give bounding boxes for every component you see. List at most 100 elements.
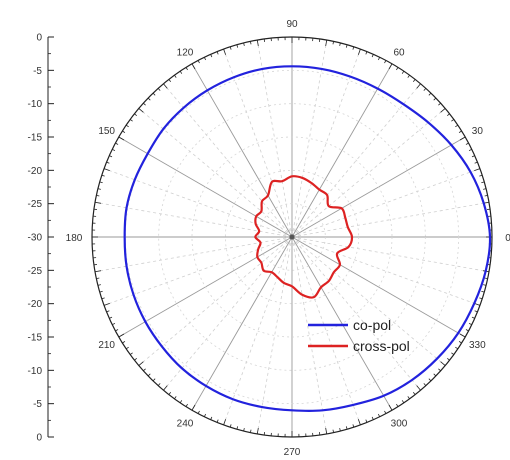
outer-ring-tick — [143, 368, 146, 372]
angle-label: 90 — [286, 19, 298, 30]
outer-ring-tick — [229, 424, 232, 428]
outer-ring-tick — [332, 429, 334, 433]
angle-label: 30 — [472, 126, 484, 137]
outer-ring-tick — [459, 136, 466, 141]
outer-ring-tick — [484, 277, 488, 279]
outer-ring-tick — [157, 383, 161, 386]
outer-ring-tick — [106, 161, 110, 164]
outer-ring-tick — [433, 373, 437, 377]
outer-ring-tick — [210, 416, 213, 420]
outer-ring-tick — [365, 419, 368, 423]
outer-ring-tick — [152, 378, 156, 382]
outer-ring-tick — [481, 181, 485, 184]
outer-ring-tick — [352, 46, 355, 50]
scale-tick-label: -5 — [33, 66, 42, 77]
outer-ring-tick — [152, 92, 156, 96]
outer-ring-tick — [179, 400, 183, 404]
outer-ring-tick — [455, 124, 459, 128]
angle-label: 210 — [98, 340, 115, 351]
outer-ring-tick — [138, 108, 144, 113]
outer-ring-tick — [468, 148, 472, 152]
legend: co-pol cross-pol — [308, 317, 410, 354]
outer-ring-tick — [103, 168, 110, 172]
outer-ring-tick — [458, 341, 462, 344]
outer-ring-tick — [112, 148, 116, 152]
outer-ring-tick — [407, 396, 410, 400]
outer-ring-tick — [479, 297, 483, 300]
outer-ring-tick — [352, 424, 355, 428]
outer-ring-tick — [377, 57, 381, 61]
outer-ring-tick — [118, 333, 125, 338]
outer-ring-tick — [203, 413, 207, 417]
angle-label: 120 — [177, 48, 194, 59]
outer-ring-tick — [134, 357, 138, 361]
outer-ring-tick — [109, 155, 113, 158]
outer-ring-tick — [185, 67, 188, 71]
outer-ring-tick — [203, 57, 207, 61]
outer-ring-tick — [122, 130, 126, 133]
center-dot — [289, 234, 295, 240]
outer-ring-tick — [99, 290, 103, 293]
outer-ring-tick — [483, 188, 487, 190]
outer-ring-tick — [157, 88, 161, 91]
outer-ring-tick — [216, 51, 219, 55]
outer-ring-tick — [103, 302, 110, 306]
scale-tick-label: 0 — [36, 33, 42, 44]
outer-ring-tick — [174, 74, 177, 78]
outer-ring-tick — [416, 83, 421, 89]
grid-ring — [124, 69, 460, 405]
outer-ring-tick — [339, 42, 341, 46]
outer-ring-tick — [179, 70, 183, 74]
outer-ring-tick — [365, 51, 368, 55]
scale-tick-label: -30 — [28, 233, 43, 244]
outer-ring-tick — [223, 48, 227, 55]
outer-ring-tick — [474, 310, 478, 313]
outer-ring-tick — [433, 97, 437, 101]
outer-ring-tick — [129, 119, 133, 122]
outer-ring-tick — [416, 385, 421, 391]
outer-ring-tick — [484, 195, 488, 197]
angle-label: 270 — [284, 447, 301, 458]
radial-scale: 0 -5 -10 -15 -20 -25 -30 -25 -20 -15 -10 -5 0 — [28, 33, 54, 444]
outer-ring-tick — [96, 277, 100, 279]
polar-grid — [91, 36, 493, 438]
outer-ring-tick — [143, 102, 146, 106]
outer-ring-tick — [412, 391, 416, 395]
outer-ring-tick — [191, 404, 196, 411]
outer-ring-tick — [216, 419, 219, 423]
outer-ring-tick — [377, 413, 381, 417]
scale-tick-label: -25 — [28, 199, 43, 210]
scale-tick-label: -10 — [28, 366, 43, 377]
outer-ring-tick — [428, 92, 432, 96]
outer-ring-tick — [138, 361, 144, 366]
outer-ring-tick — [423, 88, 427, 91]
outer-ring-tick — [446, 113, 450, 117]
outer-ring-tick — [471, 155, 475, 158]
outer-ring-tick — [134, 113, 138, 117]
outer-ring-tick — [339, 428, 341, 432]
outer-ring-tick — [345, 426, 348, 430]
outer-ring-tick — [446, 357, 450, 361]
outer-ring-tick — [96, 195, 100, 197]
scale-tick-label: -5 — [33, 399, 42, 410]
outer-ring-tick — [112, 322, 116, 326]
outer-ring-tick — [101, 174, 105, 177]
outer-ring-tick — [191, 63, 196, 70]
angle-label: 240 — [177, 418, 194, 429]
scale-tick-label: -10 — [28, 99, 43, 110]
series-line-cross-pol — [254, 175, 354, 299]
angle-label: 150 — [98, 126, 115, 137]
outer-ring-tick — [174, 396, 177, 400]
outer-ring-tick — [325, 39, 328, 47]
major-spoke — [191, 63, 293, 238]
outer-ring-tick — [401, 70, 405, 74]
outer-ring-tick — [412, 79, 416, 83]
outer-ring-tick — [438, 368, 441, 372]
outer-ring-tick — [474, 168, 481, 172]
outer-ring-tick — [168, 79, 172, 83]
major-spoke — [191, 236, 293, 411]
outer-ring-tick — [168, 391, 172, 395]
outer-ring-tick — [407, 74, 410, 78]
outer-ring-tick — [256, 427, 259, 435]
